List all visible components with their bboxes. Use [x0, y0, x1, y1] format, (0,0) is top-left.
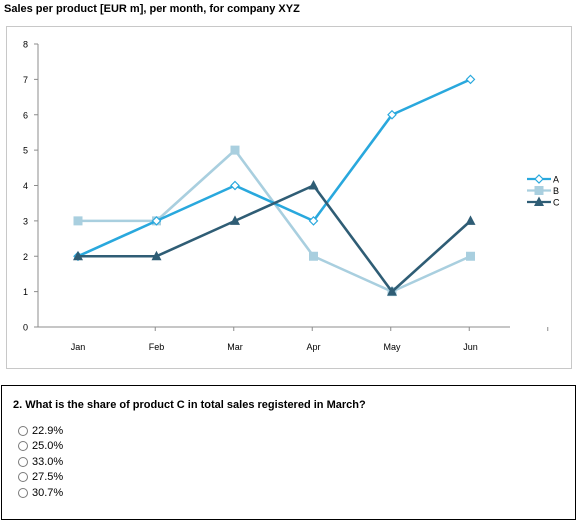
data-point-A [151, 216, 162, 226]
y-tick-label: 3 [23, 216, 28, 226]
data-point-B [230, 145, 240, 155]
option-label: 33.0% [32, 455, 64, 468]
series-line-B [78, 148, 472, 293]
data-point-A [308, 216, 319, 226]
x-tick-label: Apr [306, 342, 320, 352]
legend-marker-A [534, 174, 544, 184]
series-line-A [77, 78, 472, 258]
y-tick-label: 7 [23, 75, 28, 85]
radio-button[interactable] [18, 472, 28, 483]
data-point-B [309, 251, 318, 261]
option-label: 27.5% [32, 471, 64, 484]
option-label: 22.9% [32, 424, 64, 437]
option-4[interactable]: 27.5% [18, 470, 63, 486]
x-tick-label: Feb [149, 342, 165, 352]
data-point-A [387, 109, 397, 120]
question-text: 2. What is the share of product C in tot… [13, 399, 366, 411]
legend-label: A [553, 175, 559, 185]
option-5[interactable]: 30.7% [18, 485, 63, 501]
data-point-C [230, 215, 240, 225]
y-tick-label: 8 [23, 40, 28, 50]
y-tick-label: 5 [23, 146, 28, 156]
radio-button[interactable] [18, 487, 28, 498]
answer-options: 22.9% 25.0% 33.0% 27.5% 30.7% [18, 423, 63, 501]
option-2[interactable]: 25.0% [18, 439, 63, 455]
data-point-B [73, 216, 83, 226]
legend-marker-B [534, 186, 544, 195]
legend-label: B [553, 186, 559, 196]
data-point-C [465, 215, 476, 225]
x-tick-label: Mar [227, 342, 243, 352]
data-point-B [466, 251, 475, 261]
data-point-C [387, 286, 397, 296]
data-point-C [151, 250, 162, 261]
data-point-C [73, 250, 83, 261]
chart-title: Sales per product [EUR m], per month, fo… [4, 3, 300, 15]
data-point-C [308, 180, 319, 190]
option-1[interactable]: 22.9% [18, 423, 63, 439]
x-tick-label: Jun [463, 342, 478, 352]
question-box: 2. What is the share of product C in tot… [1, 385, 576, 520]
radio-button[interactable] [18, 456, 28, 467]
y-tick-label: 6 [23, 110, 28, 120]
x-tick-label: Jan [71, 342, 86, 352]
legend-marker-C [534, 196, 544, 206]
radio-button[interactable] [18, 441, 28, 452]
y-tick-label: 1 [23, 287, 28, 297]
data-point-A [230, 180, 240, 191]
option-label: 25.0% [32, 440, 64, 453]
series-line-C [78, 184, 472, 293]
data-point-A [465, 74, 476, 85]
radio-button[interactable] [18, 425, 28, 436]
legend-label: C [553, 198, 560, 208]
y-tick-label: 4 [23, 181, 28, 191]
option-label: 30.7% [32, 486, 64, 499]
option-3[interactable]: 33.0% [18, 454, 63, 470]
chart-frame [6, 26, 572, 369]
y-tick-label: 2 [23, 252, 28, 262]
y-tick-label: 0 [23, 323, 28, 333]
line-chart: 0 1 2 3 4 5 6 7 8 Jan Feb Mar Apr May Jun ABC [23, 40, 560, 353]
x-tick-label: May [383, 342, 401, 352]
